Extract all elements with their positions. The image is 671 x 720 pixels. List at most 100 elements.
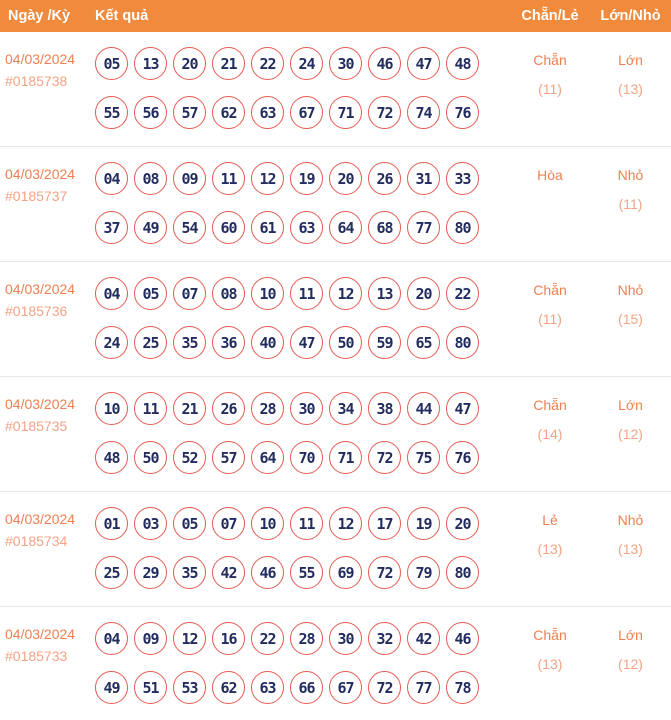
table-header: Ngày /Kỳ Kết quả Chẵn/Lẻ Lớn/Nhỏ — [0, 0, 671, 32]
result-ball: 05 — [173, 507, 206, 540]
even-odd-cell: Chẵn (11) — [510, 32, 590, 146]
even-odd-cell: Lẻ (13) — [510, 492, 590, 606]
draw-id: #0185736 — [5, 303, 68, 319]
even-odd-count: (14) — [537, 426, 563, 442]
draw-date: 04/03/2024 — [5, 166, 76, 182]
draw-date: 04/03/2024 — [5, 281, 76, 297]
draw-date-cell: 04/03/2024 #0185734 — [0, 492, 95, 606]
result-ball: 62 — [212, 671, 245, 704]
result-ball: 13 — [368, 277, 401, 310]
results-body: 04/03/2024 #0185738 05 13 20 21 22 24 30 46 47 48… — [0, 32, 671, 720]
big-small-count: (11) — [618, 196, 643, 212]
result-ball: 20 — [173, 47, 206, 80]
result-ball: 76 — [446, 441, 479, 474]
result-ball: 07 — [212, 507, 245, 540]
result-ball: 49 — [134, 211, 167, 244]
result-ball: 53 — [173, 671, 206, 704]
result-ball: 19 — [290, 162, 323, 195]
big-small-count: (13) — [618, 541, 643, 557]
result-ball: 33 — [446, 162, 479, 195]
result-ball: 54 — [173, 211, 206, 244]
result-numbers: 05 13 20 21 22 24 30 46 47 48 55 56 57 62 63 67 71 72 74 7… — [95, 32, 510, 146]
result-ball: 67 — [290, 96, 323, 129]
even-odd-count: (13) — [537, 541, 563, 557]
big-small-label: Nhỏ — [617, 282, 644, 298]
even-odd-label: Chẵn — [533, 52, 567, 68]
result-ball: 21 — [173, 392, 206, 425]
result-ball: 24 — [95, 326, 128, 359]
even-odd-cell: Chẵn (11) — [510, 262, 590, 376]
column-header-big-small: Lớn/Nhỏ — [600, 8, 661, 24]
big-small-count: (12) — [618, 656, 643, 672]
result-ball: 30 — [329, 622, 362, 655]
result-ball: 34 — [329, 392, 362, 425]
result-ball: 37 — [95, 211, 128, 244]
result-ball: 10 — [251, 507, 284, 540]
even-odd-count: (11) — [538, 311, 562, 327]
even-odd-label: Chẵn — [533, 627, 567, 643]
result-ball: 80 — [446, 211, 479, 244]
result-ball: 65 — [407, 326, 440, 359]
even-odd-count: (11) — [538, 81, 562, 97]
result-ball: 05 — [95, 47, 128, 80]
result-ball: 22 — [251, 622, 284, 655]
draw-date-cell: 04/03/2024 #0185738 — [0, 32, 95, 146]
result-ball: 16 — [212, 622, 245, 655]
result-ball: 69 — [329, 556, 362, 589]
result-ball: 32 — [368, 622, 401, 655]
draw-date-cell: 04/03/2024 #0185737 — [0, 147, 95, 261]
result-ball: 20 — [407, 277, 440, 310]
result-ball: 31 — [407, 162, 440, 195]
result-ball: 44 — [407, 392, 440, 425]
result-ball: 67 — [329, 671, 362, 704]
result-ball: 30 — [329, 47, 362, 80]
draw-date: 04/03/2024 — [5, 511, 76, 527]
draw-date: 04/03/2024 — [5, 51, 76, 67]
result-ball: 38 — [368, 392, 401, 425]
numbers-line-1: 04 05 07 08 10 11 12 13 20 22 — [95, 277, 510, 310]
result-ball: 01 — [95, 507, 128, 540]
result-ball: 64 — [251, 441, 284, 474]
result-ball: 48 — [446, 47, 479, 80]
result-ball: 66 — [290, 671, 323, 704]
result-ball: 70 — [290, 441, 323, 474]
result-ball: 80 — [446, 326, 479, 359]
result-numbers: 04 08 09 11 12 19 20 26 31 33 37 49 54 60 61 63 64 68 77 8… — [95, 147, 510, 261]
even-odd-cell: Chẵn (14) — [510, 377, 590, 491]
result-ball: 04 — [95, 277, 128, 310]
draw-date: 04/03/2024 — [5, 626, 76, 642]
result-ball: 25 — [134, 326, 167, 359]
even-odd-label: Lẻ — [542, 512, 558, 528]
result-ball: 28 — [290, 622, 323, 655]
result-ball: 47 — [290, 326, 323, 359]
numbers-line-2: 55 56 57 62 63 67 71 72 74 76 — [95, 96, 510, 129]
result-ball: 08 — [134, 162, 167, 195]
draw-id: #0185733 — [5, 648, 68, 664]
draw-date-cell: 04/03/2024 #0185735 — [0, 377, 95, 491]
result-ball: 12 — [173, 622, 206, 655]
numbers-line-1: 10 11 21 26 28 30 34 38 44 47 — [95, 392, 510, 425]
result-ball: 29 — [134, 556, 167, 589]
draw-id: #0185734 — [5, 533, 68, 549]
result-row: 04/03/2024 #0185733 04 09 12 16 22 28 30 32 42 46… — [0, 607, 671, 720]
big-small-count: (15) — [618, 311, 643, 327]
numbers-line-2: 24 25 35 36 40 47 50 59 65 80 — [95, 326, 510, 359]
result-ball: 51 — [134, 671, 167, 704]
result-row: 04/03/2024 #0185738 05 13 20 21 22 24 30 46 47 48… — [0, 32, 671, 147]
numbers-line-2: 25 29 35 42 46 55 69 72 79 80 — [95, 556, 510, 589]
result-ball: 49 — [95, 671, 128, 704]
result-ball: 48 — [95, 441, 128, 474]
draw-id: #0185735 — [5, 418, 68, 434]
draw-id: #0185738 — [5, 73, 68, 89]
result-ball: 35 — [173, 556, 206, 589]
result-ball: 10 — [95, 392, 128, 425]
draw-date: 04/03/2024 — [5, 396, 76, 412]
numbers-line-2: 49 51 53 62 63 66 67 72 77 78 — [95, 671, 510, 704]
result-ball: 56 — [134, 96, 167, 129]
result-ball: 76 — [446, 96, 479, 129]
even-odd-label: Hòa — [537, 167, 563, 183]
result-ball: 72 — [368, 96, 401, 129]
result-ball: 80 — [446, 556, 479, 589]
result-ball: 61 — [251, 211, 284, 244]
